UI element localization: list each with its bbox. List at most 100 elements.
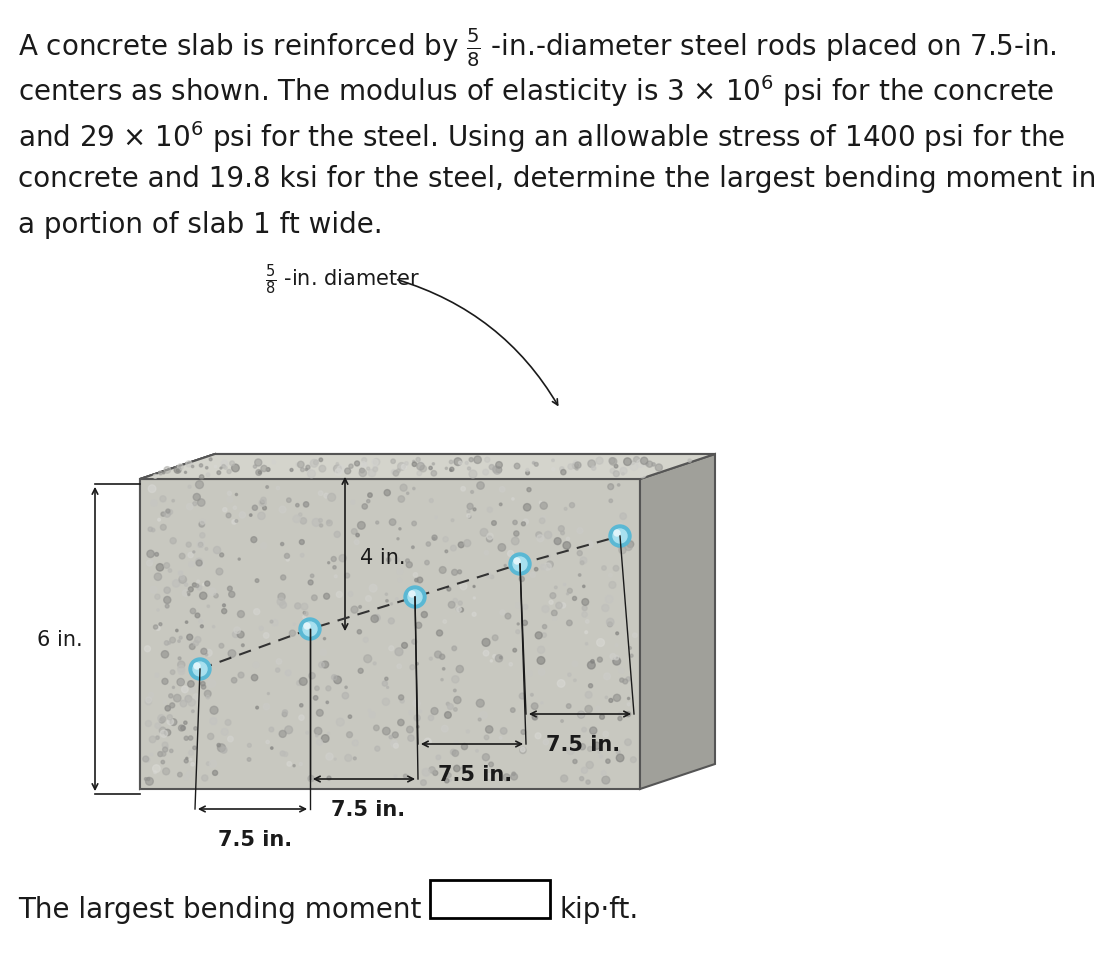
- Circle shape: [321, 735, 329, 743]
- Circle shape: [545, 531, 552, 539]
- Circle shape: [384, 490, 390, 496]
- Circle shape: [487, 507, 493, 513]
- Circle shape: [251, 537, 257, 543]
- Circle shape: [200, 681, 205, 686]
- Circle shape: [417, 472, 421, 476]
- Circle shape: [172, 686, 175, 689]
- Circle shape: [337, 466, 345, 474]
- Circle shape: [431, 471, 437, 477]
- Circle shape: [499, 487, 505, 492]
- Circle shape: [609, 458, 615, 464]
- Circle shape: [327, 732, 329, 734]
- Circle shape: [186, 757, 188, 759]
- Circle shape: [220, 468, 222, 470]
- Circle shape: [367, 468, 370, 471]
- Circle shape: [588, 684, 593, 688]
- Circle shape: [410, 665, 415, 670]
- Circle shape: [429, 467, 433, 470]
- Circle shape: [166, 604, 169, 608]
- Circle shape: [397, 664, 401, 669]
- Circle shape: [150, 587, 157, 594]
- Circle shape: [404, 586, 426, 608]
- Circle shape: [327, 521, 330, 524]
- Circle shape: [336, 463, 338, 465]
- Circle shape: [445, 551, 448, 554]
- Circle shape: [199, 593, 207, 600]
- Circle shape: [535, 463, 538, 467]
- Circle shape: [147, 777, 150, 780]
- Circle shape: [408, 590, 421, 604]
- Circle shape: [374, 726, 379, 731]
- Circle shape: [578, 574, 580, 577]
- Circle shape: [614, 465, 618, 469]
- Circle shape: [542, 633, 546, 638]
- Circle shape: [474, 456, 481, 464]
- Circle shape: [181, 726, 186, 730]
- Circle shape: [165, 705, 170, 711]
- Circle shape: [187, 591, 190, 594]
- Circle shape: [193, 641, 199, 646]
- Circle shape: [597, 639, 605, 647]
- Circle shape: [271, 620, 278, 627]
- Circle shape: [188, 594, 190, 596]
- Circle shape: [225, 467, 227, 470]
- Circle shape: [179, 636, 182, 639]
- Circle shape: [193, 727, 197, 730]
- Circle shape: [369, 584, 377, 592]
- Circle shape: [546, 555, 550, 559]
- Circle shape: [566, 593, 568, 595]
- Circle shape: [312, 519, 320, 527]
- Circle shape: [351, 501, 355, 505]
- Circle shape: [179, 577, 187, 583]
- Circle shape: [610, 653, 616, 659]
- Circle shape: [310, 575, 314, 578]
- Circle shape: [185, 472, 187, 474]
- Circle shape: [486, 766, 488, 768]
- Circle shape: [605, 596, 613, 604]
- Circle shape: [634, 457, 639, 463]
- Circle shape: [163, 597, 171, 604]
- Circle shape: [193, 494, 200, 501]
- Circle shape: [493, 467, 499, 473]
- Circle shape: [493, 654, 496, 658]
- Circle shape: [617, 523, 623, 529]
- Text: $\frac{5}{8}$ -in. diameter: $\frac{5}{8}$ -in. diameter: [265, 262, 420, 297]
- Circle shape: [577, 529, 583, 534]
- Circle shape: [142, 756, 149, 762]
- Circle shape: [597, 751, 600, 753]
- Circle shape: [487, 774, 492, 778]
- Circle shape: [564, 583, 566, 586]
- Circle shape: [457, 607, 461, 612]
- Circle shape: [201, 685, 206, 689]
- Circle shape: [272, 461, 276, 464]
- Circle shape: [269, 727, 274, 732]
- Circle shape: [436, 755, 440, 760]
- Circle shape: [345, 574, 349, 579]
- Circle shape: [163, 511, 170, 518]
- Circle shape: [152, 765, 160, 773]
- Circle shape: [458, 570, 461, 575]
- Circle shape: [222, 508, 227, 512]
- Circle shape: [328, 562, 330, 564]
- Circle shape: [358, 522, 365, 530]
- Circle shape: [319, 525, 322, 528]
- Circle shape: [292, 515, 300, 523]
- Circle shape: [310, 460, 318, 468]
- Circle shape: [162, 678, 168, 684]
- Circle shape: [220, 554, 224, 557]
- Circle shape: [391, 459, 396, 464]
- Circle shape: [287, 762, 291, 766]
- Circle shape: [616, 754, 624, 762]
- Circle shape: [467, 510, 470, 513]
- Circle shape: [459, 608, 464, 612]
- Circle shape: [547, 561, 554, 568]
- Circle shape: [602, 771, 606, 776]
- Circle shape: [449, 468, 454, 472]
- Circle shape: [522, 729, 526, 734]
- Text: 6 in.: 6 in.: [37, 629, 82, 650]
- Circle shape: [161, 512, 166, 517]
- Circle shape: [351, 530, 357, 534]
- Circle shape: [524, 520, 528, 525]
- Circle shape: [516, 604, 520, 608]
- Circle shape: [158, 519, 160, 522]
